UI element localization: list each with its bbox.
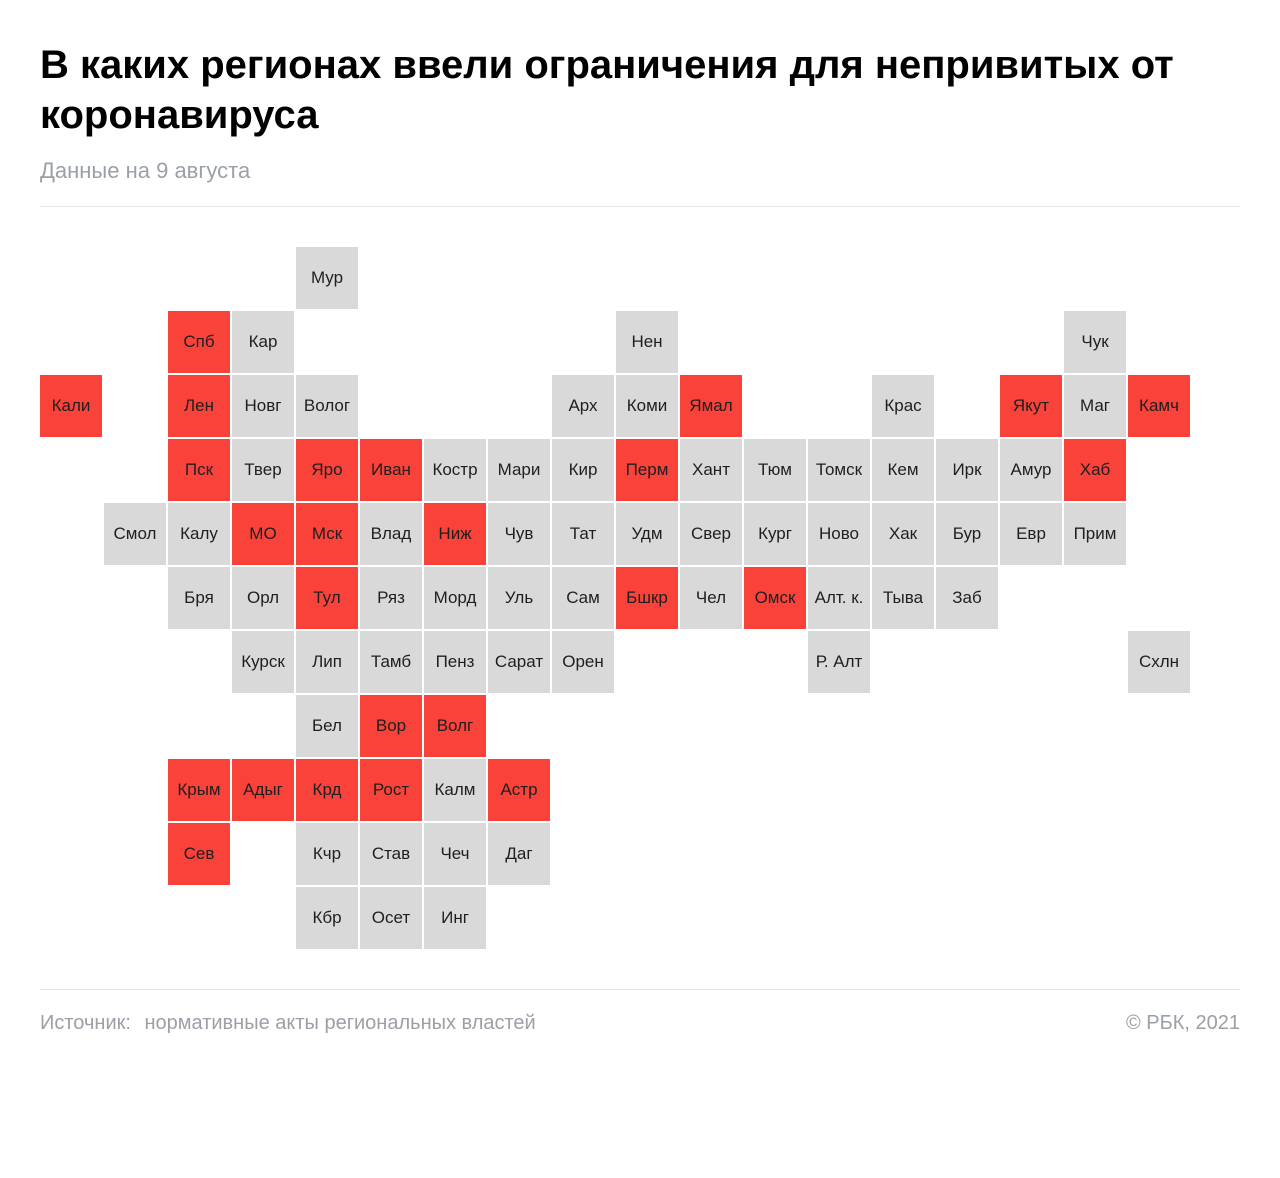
region-tile: МО bbox=[232, 503, 294, 565]
region-tile: Курск bbox=[232, 631, 294, 693]
region-tile: Сам bbox=[552, 567, 614, 629]
region-tile: Волог bbox=[296, 375, 358, 437]
region-tile: Кчр bbox=[296, 823, 358, 885]
divider-bottom bbox=[40, 989, 1240, 990]
region-tile: Евр bbox=[1000, 503, 1062, 565]
region-tile: Астр bbox=[488, 759, 550, 821]
region-tile: Р. Алт bbox=[808, 631, 870, 693]
region-tile: Заб bbox=[936, 567, 998, 629]
region-tile: Лип bbox=[296, 631, 358, 693]
region-tile: Уль bbox=[488, 567, 550, 629]
region-tile: Сарат bbox=[488, 631, 550, 693]
region-tile: Инг bbox=[424, 887, 486, 949]
region-tile: Сев bbox=[168, 823, 230, 885]
region-tile: Калм bbox=[424, 759, 486, 821]
region-tile: Маг bbox=[1064, 375, 1126, 437]
region-tile: Лен bbox=[168, 375, 230, 437]
region-tile: Кем bbox=[872, 439, 934, 501]
region-tile: Хак bbox=[872, 503, 934, 565]
source-text: нормативные акты региональных властей bbox=[145, 1012, 536, 1034]
region-tile: Прим bbox=[1064, 503, 1126, 565]
region-tile: Пск bbox=[168, 439, 230, 501]
region-tile: Даг bbox=[488, 823, 550, 885]
region-tile: Иван bbox=[360, 439, 422, 501]
region-tile: Арх bbox=[552, 375, 614, 437]
region-tile: Тюм bbox=[744, 439, 806, 501]
region-tile: Нен bbox=[616, 311, 678, 373]
region-tile: Якут bbox=[1000, 375, 1062, 437]
region-tile: Орен bbox=[552, 631, 614, 693]
region-tile: Схлн bbox=[1128, 631, 1190, 693]
region-tile: Влад bbox=[360, 503, 422, 565]
region-tile: Морд bbox=[424, 567, 486, 629]
region-tile: Мск bbox=[296, 503, 358, 565]
region-tile: Волг bbox=[424, 695, 486, 757]
region-tile: Удм bbox=[616, 503, 678, 565]
region-tile: Алт. к. bbox=[808, 567, 870, 629]
region-tile: Крым bbox=[168, 759, 230, 821]
chart-title: В каких регионах ввели ограничения для н… bbox=[40, 40, 1240, 140]
region-tile: Чеч bbox=[424, 823, 486, 885]
region-tile: Чув bbox=[488, 503, 550, 565]
source-label: Источник: bbox=[40, 1012, 131, 1034]
region-tile: Тыва bbox=[872, 567, 934, 629]
copyright: © РБК, 2021 bbox=[1126, 1012, 1240, 1035]
region-tile: Твер bbox=[232, 439, 294, 501]
region-tile: Кург bbox=[744, 503, 806, 565]
region-tile: Камч bbox=[1128, 375, 1190, 437]
region-tile: Яро bbox=[296, 439, 358, 501]
region-tile: Кали bbox=[40, 375, 102, 437]
region-tile: Коми bbox=[616, 375, 678, 437]
chart-subtitle: Данные на 9 августа bbox=[40, 158, 1240, 184]
region-tile: Бря bbox=[168, 567, 230, 629]
region-tile: Ниж bbox=[424, 503, 486, 565]
region-tile: Бур bbox=[936, 503, 998, 565]
region-tile: Крд bbox=[296, 759, 358, 821]
region-tile: Чел bbox=[680, 567, 742, 629]
region-tile: Кар bbox=[232, 311, 294, 373]
region-tile: Омск bbox=[744, 567, 806, 629]
region-tile: Амур bbox=[1000, 439, 1062, 501]
region-tile: Калу bbox=[168, 503, 230, 565]
region-tile: Тамб bbox=[360, 631, 422, 693]
region-tile: Спб bbox=[168, 311, 230, 373]
region-tile: Ямал bbox=[680, 375, 742, 437]
region-tile: Вор bbox=[360, 695, 422, 757]
region-tile: Тат bbox=[552, 503, 614, 565]
region-tile: Став bbox=[360, 823, 422, 885]
divider-top bbox=[40, 206, 1240, 207]
region-tile: Крас bbox=[872, 375, 934, 437]
region-tile: Ряз bbox=[360, 567, 422, 629]
region-tile: Кбр bbox=[296, 887, 358, 949]
region-tile: Осет bbox=[360, 887, 422, 949]
region-tile: Кир bbox=[552, 439, 614, 501]
region-tile: Чук bbox=[1064, 311, 1126, 373]
region-tile: Костр bbox=[424, 439, 486, 501]
region-tile: Хант bbox=[680, 439, 742, 501]
region-tile: Тул bbox=[296, 567, 358, 629]
region-tile: Томск bbox=[808, 439, 870, 501]
region-tile: Свер bbox=[680, 503, 742, 565]
region-tile: Пенз bbox=[424, 631, 486, 693]
region-tile: Бшкр bbox=[616, 567, 678, 629]
region-tile: Смол bbox=[104, 503, 166, 565]
region-tile: Перм bbox=[616, 439, 678, 501]
region-tile: Хаб bbox=[1064, 439, 1126, 501]
tilemap: Мур СпбКар Нен Чук Кали ЛенНовгВолог АрхКомиЯм… bbox=[40, 247, 1240, 949]
region-tile: Адыг bbox=[232, 759, 294, 821]
chart-footer: Источник: нормативные акты региональных … bbox=[40, 1012, 1240, 1035]
region-tile: Рост bbox=[360, 759, 422, 821]
region-tile: Бел bbox=[296, 695, 358, 757]
region-tile: Ново bbox=[808, 503, 870, 565]
region-tile: Мур bbox=[296, 247, 358, 309]
region-tile: Ирк bbox=[936, 439, 998, 501]
region-tile: Мари bbox=[488, 439, 550, 501]
region-tile: Орл bbox=[232, 567, 294, 629]
region-tile: Новг bbox=[232, 375, 294, 437]
